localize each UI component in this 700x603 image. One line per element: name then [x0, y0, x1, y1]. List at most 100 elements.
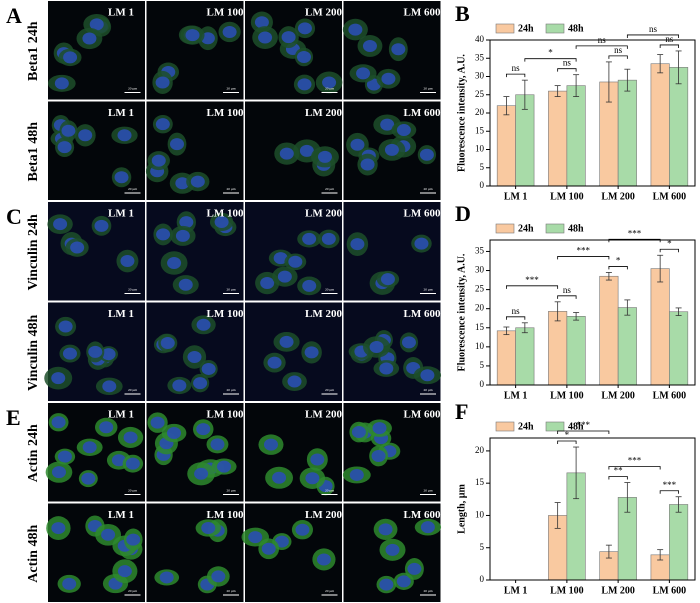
error-bar — [554, 301, 561, 322]
y-tick-label: 30 — [475, 265, 485, 275]
scale-label: 20 µm — [128, 287, 137, 291]
scale-label: 20 µm — [226, 287, 235, 291]
row-label: Actin 48h — [26, 525, 41, 583]
column-label: LM 200 — [305, 308, 342, 320]
nucleus — [401, 336, 416, 349]
nucleus — [160, 337, 175, 350]
plot-frame — [489, 437, 696, 581]
column-label: LM 600 — [404, 107, 441, 119]
bar — [548, 90, 568, 187]
bracket — [524, 58, 577, 62]
bar — [599, 275, 619, 386]
bracket — [608, 476, 628, 480]
y-tick-label: 5 — [480, 360, 485, 370]
bar — [566, 85, 586, 187]
error-bar — [624, 482, 631, 513]
scale-label: 20 µm — [128, 86, 137, 90]
nucleus — [356, 67, 371, 80]
nucleus — [384, 143, 399, 156]
nucleus — [102, 380, 117, 393]
nucleus — [51, 522, 66, 535]
error-bar — [554, 85, 561, 97]
nucleus — [178, 278, 193, 291]
bracket — [659, 248, 679, 253]
bracket — [506, 285, 559, 289]
x-tick-label: LM 200 — [601, 585, 635, 596]
nucleus — [155, 118, 170, 131]
significance: *** — [663, 480, 677, 490]
nucleus — [175, 229, 190, 242]
nucleus — [378, 523, 393, 536]
y-tick-label: 15 — [475, 477, 485, 487]
bracket — [557, 68, 577, 72]
scale-label: 20 µm — [128, 388, 137, 392]
nucleus — [380, 273, 395, 286]
scale-label: 20 µm — [128, 488, 137, 492]
scale-label: 20 µm — [423, 187, 432, 191]
bracket — [557, 256, 610, 260]
y-tick-label: 0 — [480, 574, 485, 584]
bar — [669, 311, 689, 386]
nucleus — [317, 150, 332, 163]
bracket — [506, 316, 526, 320]
nucleus — [214, 215, 229, 228]
bracket — [608, 238, 661, 243]
column-label: LM 600 — [404, 308, 441, 320]
column-label: LM 1 — [108, 308, 134, 320]
legend-swatch — [545, 223, 565, 234]
bracket — [626, 34, 679, 38]
nucleus — [70, 241, 85, 254]
nucleus — [51, 466, 66, 479]
y-tick-label: 40 — [475, 34, 485, 44]
y-tick-label: 20 — [475, 445, 485, 455]
scale-label: 20 µm — [128, 187, 137, 191]
panel-letter: F — [455, 399, 468, 424]
scale-label: 20 µm — [423, 488, 432, 492]
nucleus — [54, 77, 69, 90]
error-bar — [624, 299, 631, 316]
bracket — [557, 430, 610, 435]
nucleus — [82, 32, 97, 45]
nucleus — [187, 350, 202, 363]
nucleus — [78, 129, 93, 142]
legend-swatch — [495, 223, 515, 234]
error-bar — [573, 446, 580, 500]
nucleus — [51, 372, 66, 385]
nucleus — [299, 144, 314, 157]
error-bar — [554, 502, 561, 529]
nucleus — [310, 453, 325, 466]
y-tick-label: 15 — [475, 322, 485, 332]
plot-frame — [489, 39, 696, 187]
row-label: Beta1 24h — [26, 21, 41, 81]
nucleus — [379, 578, 394, 591]
bracket — [608, 266, 628, 270]
scale-label: 20 µm — [128, 589, 137, 593]
x-tick-label: LM 200 — [601, 390, 635, 401]
nucleus — [287, 375, 302, 388]
x-tick-label: LM 1 — [504, 390, 528, 401]
significance: * — [667, 238, 672, 248]
column-label: LM 1 — [108, 509, 134, 521]
nucleus — [88, 345, 103, 358]
bracket — [608, 466, 661, 470]
nucleus — [120, 255, 135, 268]
error-bar — [605, 544, 612, 559]
nucleus — [51, 416, 66, 429]
nucleus — [371, 449, 386, 462]
y-tick-label: 35 — [475, 246, 485, 256]
column-label: LM 100 — [207, 107, 244, 119]
y-tick-label: 25 — [475, 89, 485, 99]
nucleus — [302, 279, 317, 292]
scale-label: 20 µm — [423, 589, 432, 593]
scale-label: 20 µm — [226, 589, 235, 593]
nucleus — [362, 39, 377, 52]
significance: *** — [628, 228, 642, 238]
nucleus — [316, 553, 331, 566]
nucleus — [372, 422, 387, 435]
column-label: LM 600 — [404, 509, 441, 521]
nucleus — [58, 320, 73, 333]
nucleus — [295, 523, 310, 536]
scale-label: 20 µm — [325, 187, 334, 191]
column-label: LM 1 — [108, 7, 134, 19]
nucleus — [369, 340, 384, 353]
